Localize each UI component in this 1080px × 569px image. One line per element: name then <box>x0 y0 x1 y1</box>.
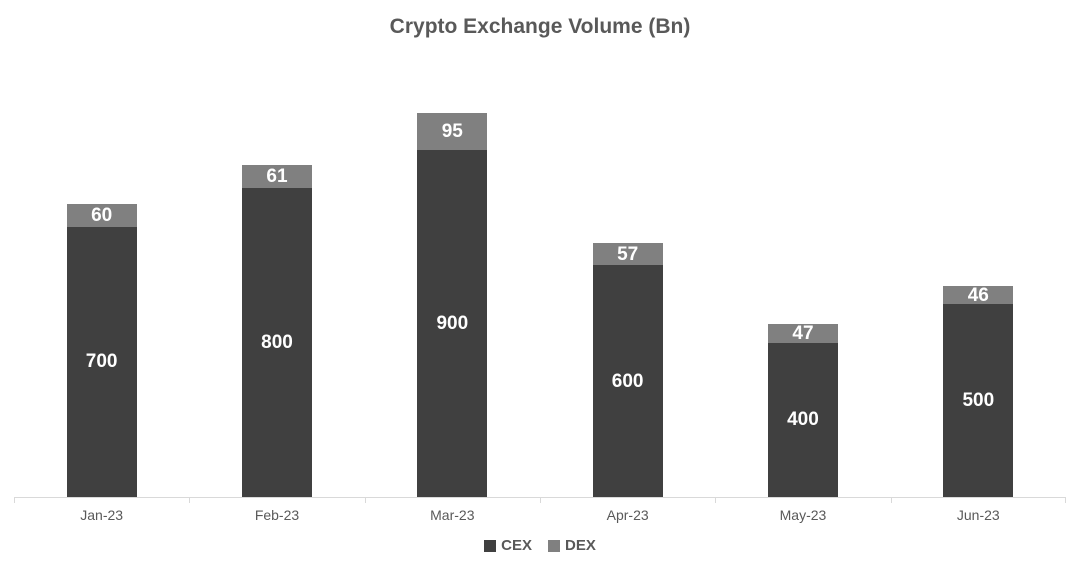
legend-swatch-icon <box>484 539 497 552</box>
axis-tick <box>1065 498 1066 503</box>
cex-segment[interactable]: 400 <box>767 342 838 497</box>
stacked-bar[interactable]: 47 400 <box>767 323 838 497</box>
dex-segment[interactable]: 60 <box>66 203 137 227</box>
axis-tick <box>14 498 15 503</box>
cex-segment[interactable]: 700 <box>66 226 137 497</box>
dex-segment[interactable]: 47 <box>767 323 838 345</box>
axis-tick <box>715 498 717 503</box>
category-column: 46 500 <box>891 60 1066 497</box>
axis-tick <box>890 498 892 503</box>
dex-segment[interactable]: 46 <box>943 284 1014 306</box>
cex-segment[interactable]: 600 <box>592 265 663 497</box>
stacked-bar[interactable]: 95 900 <box>417 112 488 497</box>
x-axis-label: Jun-23 <box>956 507 1000 523</box>
dex-segment[interactable]: 57 <box>592 243 663 266</box>
cex-value-label: 700 <box>85 351 118 373</box>
cex-value-label: 800 <box>261 332 293 354</box>
dex-segment[interactable]: 61 <box>241 164 312 189</box>
cex-value-label: 400 <box>787 409 819 431</box>
category-column: 95 900 <box>365 60 540 497</box>
legend-label: CEX <box>501 537 532 554</box>
x-axis-label: Mar-23 <box>430 507 475 523</box>
category-column: 60 700 <box>14 60 189 497</box>
legend-swatch-icon <box>548 539 560 552</box>
dex-value-label: 57 <box>617 243 639 265</box>
cex-value-label: 900 <box>436 312 469 334</box>
axis-tick <box>540 498 541 503</box>
dex-value-label: 46 <box>967 284 989 306</box>
legend: CEX DEX <box>0 537 1080 554</box>
x-axis-label: Feb-23 <box>254 507 300 523</box>
cex-segment[interactable]: 800 <box>241 188 312 497</box>
cex-segment[interactable]: 500 <box>943 304 1014 497</box>
dex-value-label: 60 <box>91 204 113 226</box>
x-axis-label: Apr-23 <box>606 507 649 523</box>
dex-value-label: 47 <box>792 323 814 345</box>
x-axis-labels-row: Jan-23 Feb-23 Mar-23 Apr-23 May-23 Jun-2… <box>14 498 1066 526</box>
category-column: 61 800 <box>189 60 364 497</box>
axis-tick <box>364 498 366 503</box>
dex-value-label: 95 <box>441 120 463 142</box>
cex-value-label: 600 <box>611 370 644 392</box>
chart-title: Crypto Exchange Volume (Bn) <box>389 15 691 38</box>
legend-item[interactable]: DEX <box>548 537 596 554</box>
x-axis-label: Jan-23 <box>80 507 124 523</box>
stacked-bar[interactable]: 61 800 <box>241 164 312 497</box>
x-axis-label: May-23 <box>779 507 827 523</box>
stacked-bar[interactable]: 57 600 <box>592 243 663 497</box>
cex-segment[interactable]: 900 <box>417 149 488 497</box>
stacked-bar[interactable]: 46 500 <box>943 284 1014 497</box>
x-axis-line <box>14 497 1066 498</box>
axis-tick <box>189 498 191 503</box>
dex-segment[interactable]: 95 <box>417 112 488 150</box>
legend-item[interactable]: CEX <box>484 537 532 554</box>
plot-area: 60 700 61 800 95 900 <box>14 60 1066 497</box>
category-column: 47 400 <box>715 60 890 497</box>
cex-value-label: 500 <box>962 390 995 411</box>
category-column: 57 600 <box>540 60 715 497</box>
legend-label: DEX <box>565 537 596 554</box>
stacked-bar[interactable]: 60 700 <box>66 203 137 497</box>
dex-value-label: 61 <box>266 165 288 187</box>
